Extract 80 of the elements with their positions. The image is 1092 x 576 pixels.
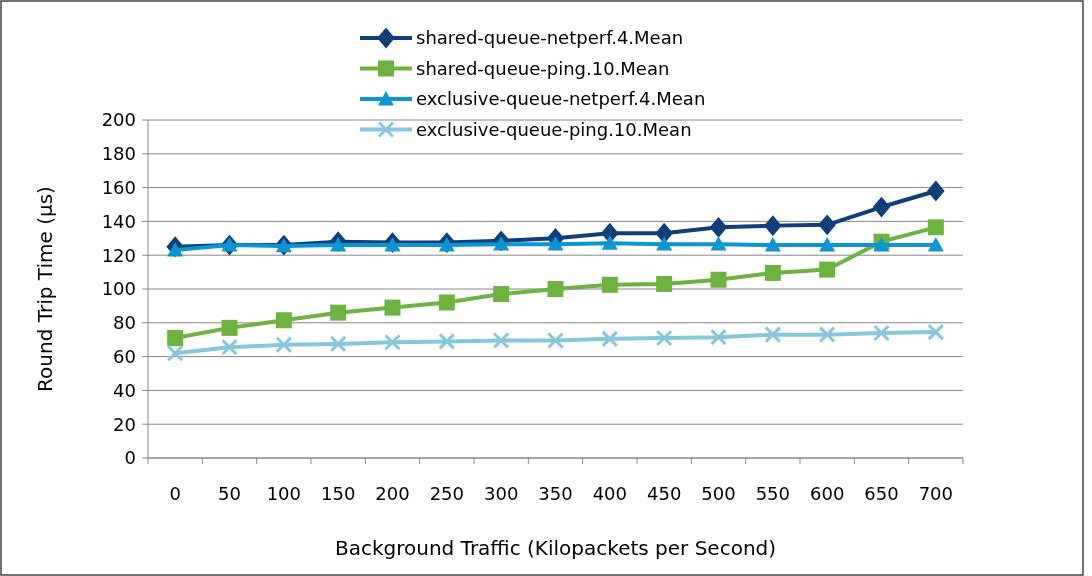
x-tick-label: 700 xyxy=(918,483,954,504)
point xyxy=(927,180,945,202)
point xyxy=(221,338,238,356)
point xyxy=(764,215,782,237)
point xyxy=(764,237,781,252)
legend-label: exclusive-queue-ping.10.Mean xyxy=(416,118,692,140)
x-tick-label: 600 xyxy=(809,483,845,504)
y-tick-label: 80 xyxy=(113,312,136,334)
point xyxy=(438,237,455,252)
point xyxy=(927,237,944,252)
point xyxy=(601,330,619,348)
y-tick-label: 60 xyxy=(113,345,136,367)
y-tick-label: 40 xyxy=(113,379,136,401)
point xyxy=(927,323,945,341)
x-tick-label: 0 xyxy=(169,483,181,504)
x-tick-label: 250 xyxy=(429,483,465,504)
point xyxy=(655,329,673,347)
point xyxy=(275,312,292,329)
y-tick-label: 140 xyxy=(101,210,136,232)
point xyxy=(818,214,836,236)
point xyxy=(384,333,401,351)
point xyxy=(709,216,728,238)
x-tick-label: 350 xyxy=(538,483,573,504)
point xyxy=(601,276,618,293)
point xyxy=(656,275,673,292)
point xyxy=(710,328,727,346)
x-tick-label: 550 xyxy=(755,483,791,504)
point xyxy=(547,236,564,251)
x-tick-label: 400 xyxy=(592,483,628,504)
x-axis-title: Background Traffic (Kilopackets per Second) xyxy=(334,536,777,560)
y-tick-label: 180 xyxy=(101,143,136,165)
point xyxy=(167,330,184,347)
point xyxy=(167,242,184,257)
point xyxy=(493,236,510,251)
legend-label: shared-queue-ping.10.Mean xyxy=(416,57,670,79)
point xyxy=(872,196,891,218)
x-tick-label: 450 xyxy=(646,483,682,504)
point xyxy=(819,237,836,252)
point xyxy=(710,271,727,288)
point xyxy=(329,335,347,353)
point xyxy=(764,326,782,344)
point xyxy=(873,324,890,342)
x-tick-label: 500 xyxy=(701,483,736,504)
x-tick-label: 200 xyxy=(375,483,410,504)
point xyxy=(330,237,347,252)
y-tick-label: 120 xyxy=(101,244,136,266)
point xyxy=(873,237,890,252)
point xyxy=(818,326,836,344)
point xyxy=(384,299,401,316)
y-tick-label: 0 xyxy=(124,447,136,469)
point xyxy=(819,261,836,278)
point xyxy=(927,219,944,236)
point xyxy=(275,336,293,354)
x-tick-label: 150 xyxy=(320,483,356,504)
y-tick-label: 100 xyxy=(101,278,136,300)
point xyxy=(166,344,184,362)
legend-label: shared-queue-netperf.4.Mean xyxy=(416,27,684,49)
point xyxy=(221,237,238,252)
y-tick-label: 160 xyxy=(101,176,136,198)
point xyxy=(330,304,347,321)
point xyxy=(547,281,564,297)
y-tick-label: 20 xyxy=(113,413,136,435)
point xyxy=(710,236,727,251)
y-axis-title: Round Trip Time (µs) xyxy=(33,186,57,392)
point xyxy=(384,237,401,252)
point xyxy=(493,286,510,303)
x-tick-label: 650 xyxy=(864,483,899,504)
x-tick-label: 300 xyxy=(483,483,519,504)
point xyxy=(492,332,510,350)
x-tick-label: 50 xyxy=(218,483,241,504)
legend-label: exclusive-queue-netperf.4.Mean xyxy=(416,88,706,110)
y-tick-label: 200 xyxy=(101,109,136,131)
point xyxy=(656,236,673,251)
point xyxy=(438,294,455,311)
point xyxy=(221,319,238,336)
point xyxy=(438,332,456,350)
x-tick-label: 100 xyxy=(266,483,302,504)
point xyxy=(764,264,781,281)
point xyxy=(547,332,564,350)
point xyxy=(601,235,618,250)
